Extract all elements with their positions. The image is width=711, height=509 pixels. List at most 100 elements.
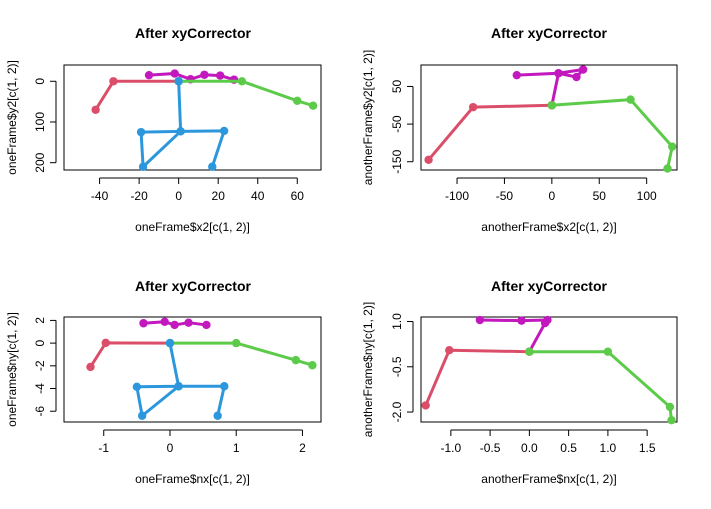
chart-title: After xyCorrector bbox=[135, 25, 251, 41]
data-point-left_arm bbox=[109, 77, 118, 86]
y-tick-label: 0 bbox=[33, 78, 47, 85]
data-point-head bbox=[160, 317, 169, 326]
plot-frame bbox=[63, 316, 322, 423]
x-tick-label: -100 bbox=[445, 189, 469, 203]
data-point-left_arm bbox=[101, 338, 110, 348]
chart-panel-1: After xyCorrector -40 -20 0 20 40 60 oneFrame$x… bbox=[5, 25, 322, 234]
x-tick-label: 50 bbox=[593, 189, 607, 203]
y-tick-label: -2 bbox=[33, 360, 47, 371]
plot-frame bbox=[420, 64, 678, 171]
y-tick-label: -50 bbox=[390, 115, 404, 133]
data-point-body bbox=[132, 382, 142, 392]
data-point-head bbox=[554, 69, 563, 78]
x-tick-label: 1.0 bbox=[600, 441, 617, 455]
data-point-head bbox=[170, 320, 179, 330]
chart-panel-3: After xyCorrector -1 0 1 2 oneFrame$nx[c(1, 2… bbox=[5, 278, 322, 486]
y-tick-label: 200 bbox=[33, 152, 47, 172]
data-point-right_arm bbox=[232, 338, 241, 348]
x-tick-label: 40 bbox=[251, 189, 265, 203]
data-point-head bbox=[543, 315, 552, 325]
data-point-left_arm bbox=[421, 401, 430, 410]
x-tick-label: 0.5 bbox=[560, 441, 577, 455]
x-tick-label: 0.0 bbox=[521, 441, 538, 455]
data-point-head bbox=[572, 72, 581, 82]
data-point-head bbox=[517, 316, 526, 325]
x-tick-label: 1 bbox=[233, 441, 240, 455]
series-line-left_arm bbox=[94, 79, 181, 112]
data-point-body bbox=[176, 127, 185, 136]
series-line-right_arm bbox=[550, 98, 674, 170]
plot-frame bbox=[63, 64, 322, 171]
data-point-body bbox=[220, 382, 229, 391]
data-point-body bbox=[174, 382, 183, 391]
y-tick-label: -0.5 bbox=[390, 356, 404, 377]
chart-panel-4: After xyCorrector -1.0 -0.5 0.0 0.5 1.0 1.5 ano… bbox=[361, 278, 678, 486]
series-line-left_arm bbox=[88, 341, 172, 369]
y-tick-label: -4 bbox=[33, 383, 47, 394]
series-line-left_arm bbox=[424, 348, 531, 407]
y-tick-label: 1.0 bbox=[390, 313, 404, 330]
data-point-head bbox=[215, 71, 225, 80]
data-point-body bbox=[138, 162, 148, 171]
data-point-right_arm bbox=[668, 142, 677, 151]
data-point-left_arm bbox=[445, 345, 454, 355]
x-tick-label: 20 bbox=[212, 189, 226, 203]
data-point-right_arm bbox=[293, 96, 302, 106]
data-point-right_arm bbox=[291, 355, 301, 365]
x-tick-label: -50 bbox=[496, 189, 514, 203]
data-point-head bbox=[202, 320, 211, 330]
series-line-head bbox=[478, 318, 549, 354]
data-point-head bbox=[170, 69, 179, 78]
data-point-body bbox=[165, 338, 175, 348]
x-axis-label: anotherFrame$nx[c(1, 2)] bbox=[481, 472, 616, 486]
data-point-body bbox=[213, 411, 222, 420]
y-axis-label: anotherFrame$y2[c(1, 2)] bbox=[361, 50, 375, 185]
chart-title: After xyCorrector bbox=[491, 278, 607, 294]
y-tick-label: -150 bbox=[390, 149, 404, 173]
y-axis-label: oneFrame$y2[c(1, 2)] bbox=[5, 60, 19, 175]
x-tick-label: 0 bbox=[175, 189, 182, 203]
y-tick-label: 0 bbox=[33, 339, 47, 346]
data-point-right_arm bbox=[603, 347, 613, 356]
series-line-right_arm bbox=[177, 79, 315, 108]
data-point-left_arm bbox=[468, 102, 478, 112]
chart-panel-2: After xyCorrector -100 -50 0 50 100 anotherFra… bbox=[361, 25, 678, 234]
data-point-right_arm bbox=[237, 77, 247, 86]
y-tick-label: -6 bbox=[33, 406, 47, 417]
x-tick-label: -0.5 bbox=[480, 441, 501, 455]
data-point-body bbox=[137, 411, 147, 420]
data-point-right_arm bbox=[308, 361, 317, 370]
data-point-right_arm bbox=[525, 347, 534, 356]
y-tick-label: 50 bbox=[390, 79, 404, 93]
data-point-body bbox=[219, 126, 229, 136]
series-line-body bbox=[139, 79, 226, 169]
plot-frame bbox=[420, 316, 678, 423]
data-point-left_arm bbox=[91, 105, 100, 114]
data-point-left_arm bbox=[86, 362, 95, 372]
y-tick-label: -2.0 bbox=[390, 401, 404, 422]
data-point-left_arm bbox=[424, 155, 433, 165]
chart-title: After xyCorrector bbox=[491, 25, 607, 41]
x-axis-label: oneFrame$nx[c(1, 2)] bbox=[135, 472, 250, 486]
series-line-right_arm bbox=[527, 350, 674, 422]
x-tick-label: 100 bbox=[637, 189, 657, 203]
data-point-head bbox=[139, 319, 148, 328]
data-point-right_arm bbox=[626, 95, 635, 104]
data-point-head bbox=[200, 70, 209, 79]
x-tick-label: 60 bbox=[291, 189, 305, 203]
x-tick-label: -40 bbox=[91, 189, 109, 203]
data-point-head bbox=[475, 315, 485, 325]
series-line-head bbox=[515, 68, 585, 107]
y-axis-label: anotherFrame$ny[c(1, 2)] bbox=[361, 302, 375, 437]
x-axis-label: oneFrame$x2[c(1, 2)] bbox=[135, 220, 250, 234]
chart-title: After xyCorrector bbox=[135, 278, 251, 294]
data-point-right_arm bbox=[308, 101, 318, 110]
data-point-head bbox=[144, 70, 154, 80]
data-point-right_arm bbox=[547, 101, 557, 110]
data-point-body bbox=[174, 77, 183, 86]
y-tick-label: 100 bbox=[33, 112, 47, 132]
data-point-right_arm bbox=[667, 415, 676, 425]
data-point-head bbox=[184, 318, 193, 327]
